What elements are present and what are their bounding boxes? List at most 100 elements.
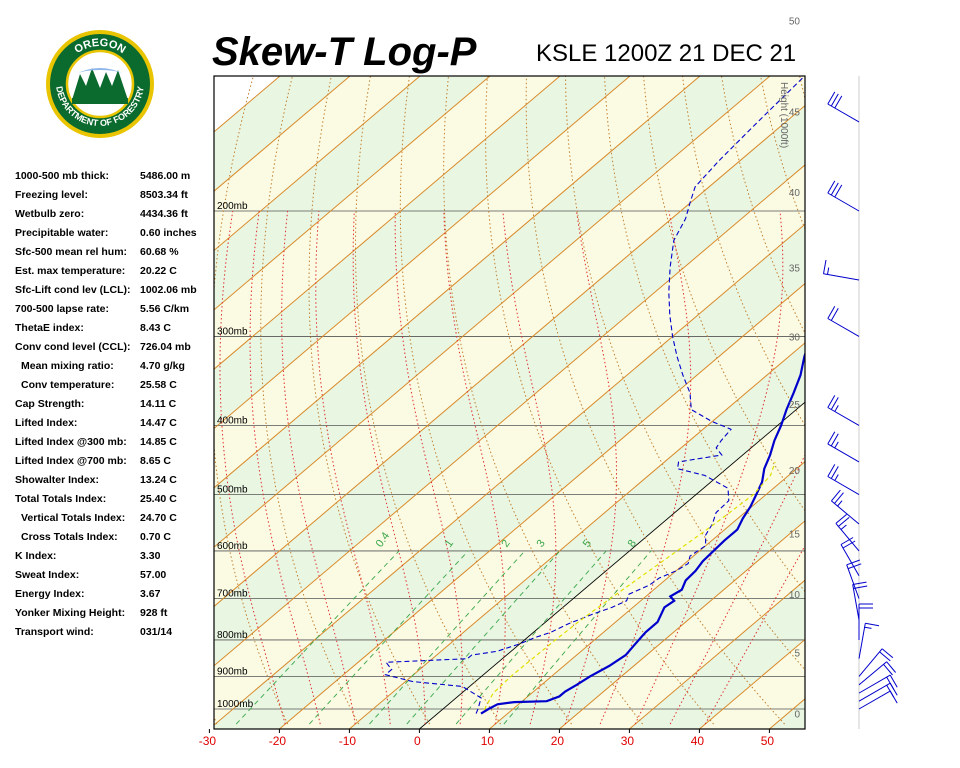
isobar-label: 200mb — [217, 201, 248, 212]
index-label: Conv temperature: — [21, 379, 115, 391]
height-tick-label: 0 — [794, 710, 800, 721]
wind-barb — [827, 464, 860, 495]
index-row: 700-500 lapse rate: 5.56 C/km — [15, 301, 215, 320]
wind-barb-staff — [827, 407, 860, 426]
wind-barb-flag — [879, 651, 891, 662]
wind-barb-flag — [834, 184, 843, 198]
index-label: Wetbulb zero: — [15, 208, 85, 220]
isotherm-line — [834, 71, 960, 734]
mixing-ratio-line — [309, 550, 469, 725]
wind-barb-flag — [834, 474, 839, 481]
index-row: Sweat Index: 57.00 — [15, 567, 215, 586]
index-label: Lifted Index @300 mb: — [15, 436, 127, 448]
wind-barb-staff — [840, 544, 860, 576]
wind-barb-flag — [827, 180, 836, 194]
isotherm-line — [214, 76, 421, 252]
wind-barb-flag — [852, 581, 867, 585]
height-tick-label: 35 — [789, 263, 801, 274]
height-tick-label: 20 — [789, 466, 801, 477]
wind-barb-flag — [838, 517, 850, 527]
index-label: Lifted Index @700 mb: — [15, 455, 127, 467]
index-row: Mean mixing ratio: 4.70 g/kg — [15, 358, 215, 377]
index-value: 8.65 C — [140, 455, 171, 467]
wind-barb-flag — [830, 308, 839, 321]
wind-barb-staff — [827, 103, 860, 123]
isotherm-line — [488, 460, 805, 729]
wind-barb-flag — [889, 674, 898, 688]
index-value: 031/14 — [140, 626, 173, 638]
index-row: Sfc-500 mean rel hum: 60.68 % — [15, 244, 215, 263]
dry-adiabat-line — [895, 0, 960, 724]
temperature-band — [214, 164, 805, 726]
dry-adiabat-line — [399, 76, 573, 725]
isotherm-line — [214, 76, 561, 370]
wind-barb-staff — [846, 564, 860, 599]
isotherm-line — [0, 71, 216, 734]
isobar-label: 700mb — [217, 589, 248, 600]
dry-adiabat-line — [822, 0, 960, 724]
wind-barb — [852, 581, 868, 621]
wind-barb — [827, 431, 860, 463]
wind-barb-staff — [858, 648, 883, 677]
wind-barb-staff — [858, 623, 866, 659]
wind-barb-flag — [886, 661, 896, 673]
index-value: 3.30 — [140, 550, 161, 562]
index-row: Cross Totals Index: 0.70 C — [15, 529, 215, 548]
moist-adiabat-line — [315, 210, 391, 725]
wind-barb-flag — [827, 267, 830, 275]
index-value: 5.56 C/km — [140, 303, 190, 315]
index-value: 14.11 C — [140, 398, 177, 410]
dry-adiabat-line — [564, 76, 805, 671]
index-value: 5486.00 m — [140, 170, 191, 182]
index-row: K Index: 3.30 — [15, 548, 215, 567]
wind-barb — [823, 259, 860, 281]
index-row: Energy Index: 3.67 — [15, 586, 215, 605]
wind-barb — [827, 91, 860, 123]
mixing-ratio-label: 3 — [535, 538, 548, 550]
isotherm-line — [214, 104, 805, 608]
index-value: 0.70 C — [140, 531, 171, 543]
x-tick-label: 40 — [691, 734, 705, 748]
wind-barb-flag — [834, 492, 844, 504]
index-row: Freezing level: 8503.34 ft — [15, 187, 215, 206]
wind-barb-flag — [827, 431, 836, 445]
oregon-forestry-logo: OREGON DEPARTMENT OF FORESTRY — [46, 30, 154, 138]
x-tick-label: 0 — [414, 734, 421, 748]
index-label: Lifted Index: — [15, 417, 78, 429]
index-label: 700-500 lapse rate: — [15, 303, 109, 315]
isobar-label: 400mb — [217, 415, 248, 426]
wind-barb-flag — [846, 559, 860, 566]
moist-adiabat-line — [669, 453, 805, 725]
wind-barb-staff — [858, 674, 891, 694]
x-tick-label: 20 — [551, 734, 565, 748]
index-row: Yonker Mixing Height: 928 ft — [15, 605, 215, 624]
x-tick-label: -10 — [339, 734, 357, 748]
isotherm-line — [214, 76, 631, 430]
station-time-label: KSLE 1200Z 21 DEC 21 — [536, 40, 797, 67]
plot-frame — [213, 75, 806, 730]
index-row: Cap Strength: 14.11 C — [15, 396, 215, 415]
isobar-label: 800mb — [217, 630, 248, 641]
height-tick-label: 30 — [789, 332, 801, 343]
index-value: 3.67 — [140, 588, 161, 600]
isobar-label: 600mb — [217, 541, 248, 552]
dry-adiabat-line — [799, 76, 805, 101]
index-label: Cap Strength: — [15, 398, 85, 410]
index-value: 8503.34 ft — [140, 189, 188, 201]
wind-barb — [835, 514, 860, 552]
x-tick-label: -30 — [199, 734, 217, 748]
index-label: Sfc-500 mean rel hum: — [15, 246, 128, 258]
wind-barb — [846, 559, 862, 599]
mixing-ratio-line — [369, 550, 526, 725]
wind-barb-flag — [847, 563, 862, 570]
wind-barb-flag — [831, 489, 841, 502]
wind-barb-flag — [853, 585, 868, 589]
wind-barb — [840, 537, 860, 576]
isotherm-line — [214, 76, 351, 192]
isotherm-line — [214, 164, 805, 667]
wind-barb-flag — [842, 540, 856, 549]
mixing-ratio-label: 2 — [499, 538, 512, 550]
wind-barb — [827, 395, 860, 426]
mixing-ratio-label: 8 — [626, 538, 639, 550]
